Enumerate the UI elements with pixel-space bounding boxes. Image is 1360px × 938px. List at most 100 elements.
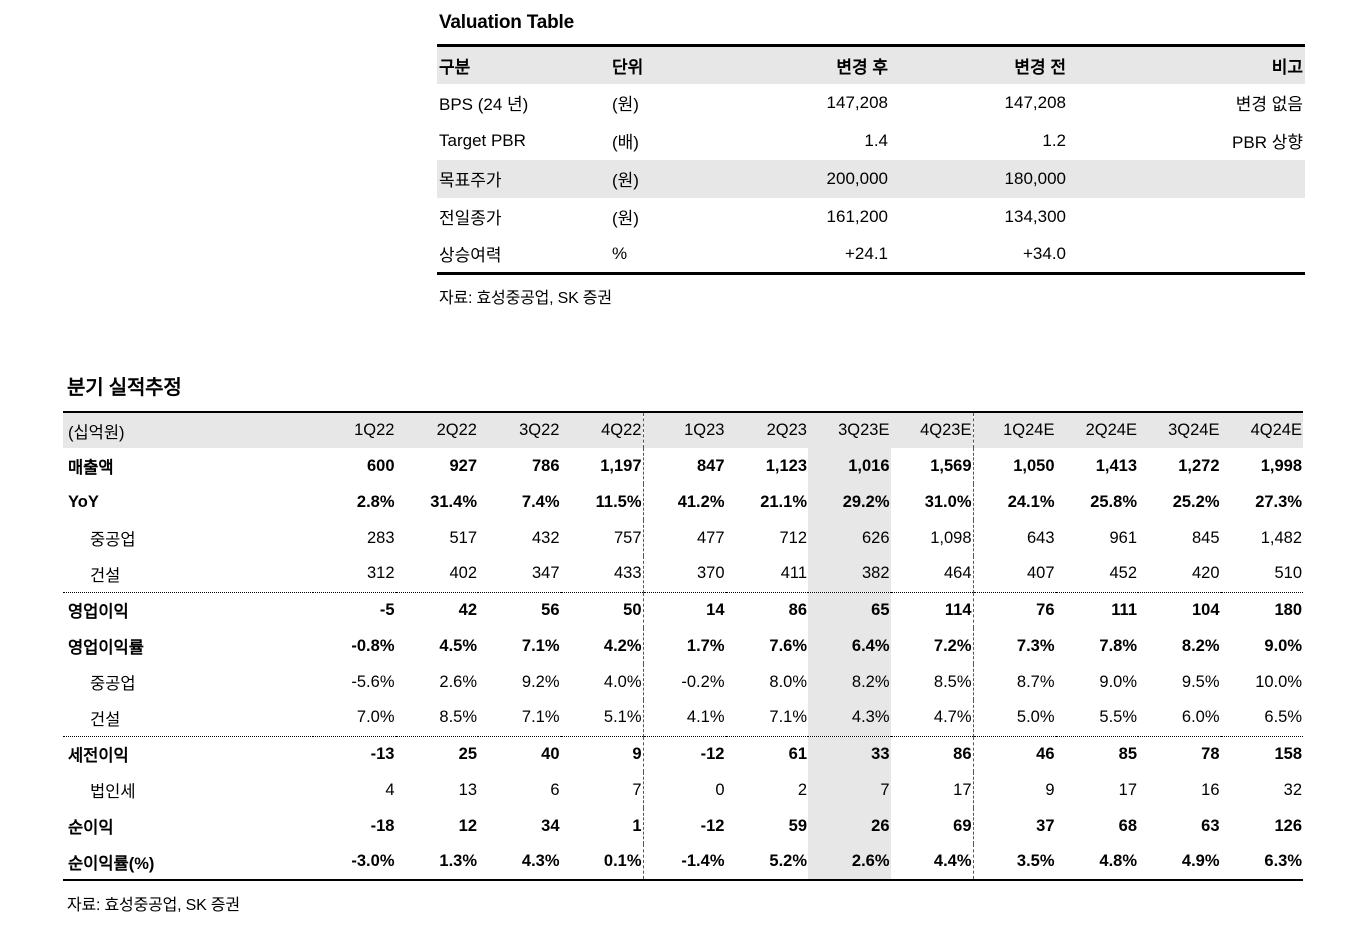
valuation-header-row: 구분 단위 변경 후 변경 전 비고 [437, 45, 1305, 84]
table-row: 중공업 -5.6% 2.6% 9.2% 4.0% -0.2% 8.0% 8.2% 8.5% 8.7… [63, 664, 1303, 700]
table-cell: 847 [696, 456, 725, 475]
table-cell: 1,272 [1178, 456, 1220, 475]
table-cell: 786 [531, 456, 560, 475]
table-cell: 433 [560, 556, 644, 592]
table-cell: 111 [1055, 591, 1138, 628]
table-cell: 2.6% [439, 672, 477, 691]
before-value-cell: 134,300 [1004, 206, 1066, 226]
row-label: 건설 [90, 710, 121, 729]
table-cell: 25 [395, 735, 478, 772]
table-cell: 25.8% [1090, 492, 1137, 511]
table-cell: 4.4% [890, 844, 974, 880]
table-cell: -1.4% [681, 852, 725, 870]
table-cell: 4 [385, 780, 395, 799]
table-cell: 40 [478, 735, 561, 772]
unit-cell: (원) [610, 159, 727, 198]
table-cell: 411 [780, 564, 807, 583]
table-cell: 1,569 [890, 448, 974, 484]
table-cell: 961 [1109, 528, 1137, 547]
table-cell: 7 [808, 772, 891, 808]
table-cell: 757 [560, 520, 644, 556]
table-cell: 1,016 [808, 448, 891, 484]
note-cell [1068, 198, 1305, 236]
unit-cell: % [612, 243, 628, 263]
table-cell: 17 [1118, 780, 1137, 799]
table-cell: 2.8% [356, 492, 395, 511]
table-cell: 6.3% [1264, 852, 1302, 870]
table-cell: 65 [808, 591, 891, 628]
table-cell: 8.2% [1181, 636, 1220, 655]
table-cell: 4.5% [439, 636, 477, 655]
table-cell: 69 [890, 808, 974, 844]
table-cell: 10.0% [1255, 672, 1302, 691]
row-label: 세전이익 [63, 735, 313, 772]
table-cell: 1 [560, 808, 644, 844]
table-cell: -3.0% [351, 852, 395, 870]
table-cell: 600 [366, 456, 395, 475]
table-cell: 9 [560, 735, 644, 772]
table-cell: 46 [973, 735, 1056, 772]
column-header: 3Q22 [478, 412, 561, 448]
before-value-cell: +34.0 [1022, 243, 1066, 263]
table-row: 순이익 -18 12 34 1 -12 59 26 69 37 68 63 126 [63, 808, 1303, 844]
note-cell: 변경 없음 [1235, 95, 1303, 114]
column-header: 3Q23E [808, 412, 891, 448]
column-header: 1Q23 [643, 412, 726, 448]
quarterly-source-note: 자료: 효성중공업, SK 증권 [67, 897, 240, 914]
table-cell: -0.8% [351, 636, 395, 655]
table-cell: 712 [779, 528, 807, 547]
table-row: 세전이익 -13 25 40 9 -12 61 33 86 46 85 78 158 [63, 735, 1303, 772]
table-cell: 9.0% [1264, 636, 1302, 655]
table-cell: 7 [560, 772, 644, 808]
table-cell: 1.3% [439, 852, 477, 870]
table-cell: 1,413 [1095, 456, 1137, 475]
column-header: 3Q24E [1138, 412, 1221, 448]
table-cell: 5.0% [1016, 708, 1055, 727]
table-cell: 9 [1045, 780, 1055, 799]
table-row: 건설 7.0% 8.5% 7.1% 5.1% 4.1% 7.1% 4.3% 4.7% 5.0% 5.… [63, 700, 1303, 736]
note-cell: PBR 상향 [1232, 133, 1303, 152]
table-cell: 86 [890, 735, 974, 772]
table-cell: 32 [1283, 780, 1302, 799]
table-cell: 5.5% [1099, 708, 1137, 727]
table-cell: 9.0% [1099, 672, 1137, 691]
after-value-cell: 147,208 [826, 92, 888, 112]
column-header-unit: 단위 [610, 45, 727, 84]
column-header-before: 변경 전 [890, 45, 1068, 84]
table-cell: 312 [366, 564, 395, 583]
quarterly-header-row: (십억원) 1Q22 2Q22 3Q22 4Q22 1Q23 2Q23 3Q23E 4Q23E… [63, 412, 1303, 448]
table-cell: 1,123 [765, 456, 807, 475]
table-cell: 7.6% [769, 636, 807, 655]
row-label: 건설 [90, 566, 121, 585]
table-cell: 4.1% [686, 708, 725, 727]
table-cell: 104 [1138, 591, 1221, 628]
unit-cell: (배) [612, 133, 639, 152]
table-cell: 61 [725, 735, 808, 772]
unit-label: (십억원) [63, 412, 313, 448]
column-header: 2Q23 [725, 412, 808, 448]
table-cell: 7.0% [356, 708, 395, 727]
row-label: 영업이익 [63, 591, 313, 628]
after-value-cell: 200,000 [727, 159, 890, 198]
after-value-cell: 161,200 [826, 206, 888, 226]
table-cell: 432 [531, 528, 560, 547]
table-cell: 626 [808, 520, 891, 556]
table-cell: 643 [1026, 528, 1055, 547]
after-value-cell: 1.4 [864, 130, 888, 150]
table-row: BPS (24 년) (원) 147,208 147,208 변경 없음 [437, 84, 1305, 122]
row-label: 순이익률(%) [68, 854, 155, 873]
table-cell: 29.2% [808, 484, 891, 520]
row-label: YoY [68, 492, 99, 511]
table-row: 영업이익률 -0.8% 4.5% 7.1% 4.2% 1.7% 7.6% 6.4% 7.2% 7.… [63, 628, 1303, 664]
table-cell: 452 [1109, 564, 1137, 583]
table-row: Target PBR (배) 1.4 1.2 PBR 상향 [437, 122, 1305, 160]
table-cell: 50 [560, 591, 644, 628]
table-row: 목표주가 (원) 200,000 180,000 [437, 159, 1305, 198]
table-cell: 4.7% [890, 700, 974, 736]
note-cell [1068, 236, 1305, 274]
table-cell: 25.2% [1172, 492, 1220, 511]
column-header: 2Q22 [395, 412, 478, 448]
table-cell: 477 [696, 528, 725, 547]
row-label: 순이익 [68, 819, 114, 837]
table-cell: 24.1% [1007, 492, 1055, 511]
